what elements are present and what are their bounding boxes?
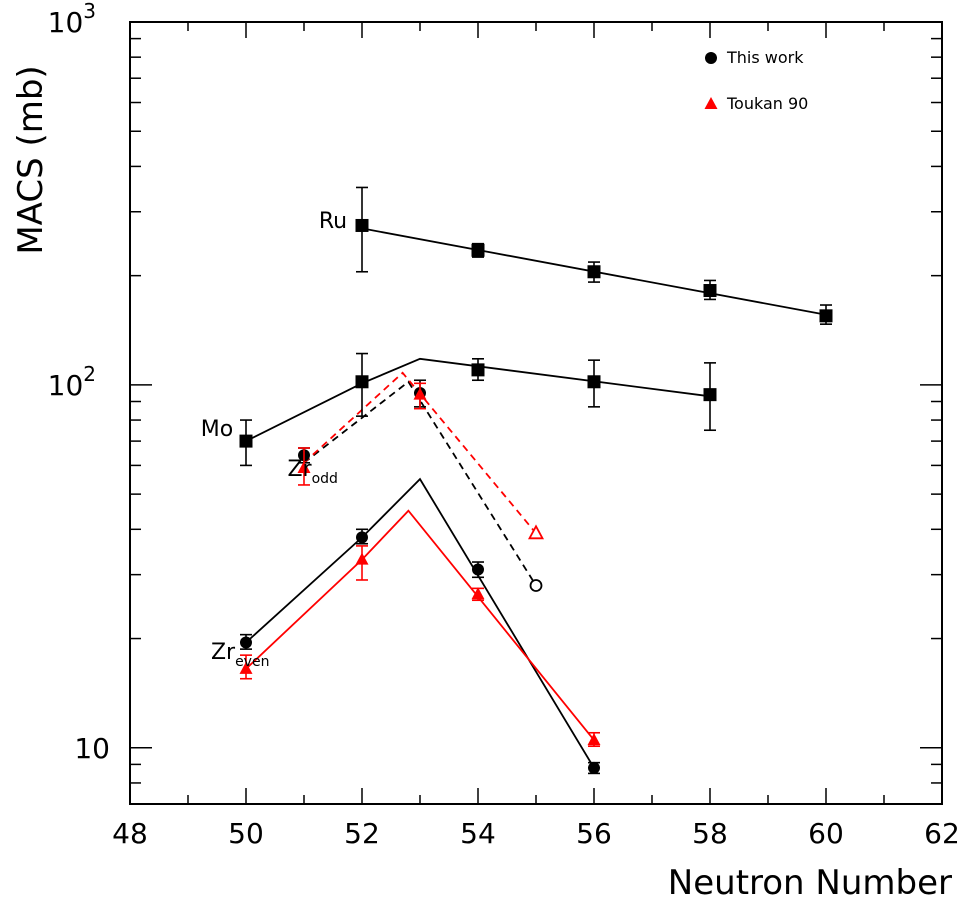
x-tick-label: 60 (808, 817, 844, 850)
data-points (239, 186, 833, 775)
zr-even-this-work-fit (245, 477, 595, 769)
data-point (471, 363, 485, 377)
legend-label: This work (726, 48, 804, 67)
series-zr-even-this-work (240, 528, 600, 775)
data-point (239, 434, 253, 448)
data-point (587, 265, 601, 279)
x-tick-label: 48 (112, 817, 148, 850)
data-point (819, 309, 833, 323)
y-tick-label: 103 (48, 0, 96, 39)
legend-label: Toukan 90 (726, 94, 808, 113)
data-point (240, 636, 252, 649)
y-tick-label: 102 (48, 362, 96, 402)
curve-label: Zreven (211, 640, 270, 670)
zr-odd-toukan-fit (303, 371, 537, 534)
y-tick-label: 10 (74, 732, 110, 765)
series-zr-odd-toukan (297, 382, 427, 486)
data-point (703, 388, 717, 402)
data-point (527, 524, 545, 540)
data-point (297, 461, 311, 474)
data-point (355, 375, 369, 389)
series-ru (355, 186, 833, 325)
data-point (471, 243, 485, 257)
y-axis-title: MACS (mb) (11, 65, 51, 254)
data-point (471, 587, 485, 600)
x-tick-label: 56 (576, 817, 612, 850)
series-zr-odd-toukan-calc (527, 524, 545, 540)
plot-frame (129, 21, 943, 805)
axes: 48 50 52 54 56 58 60 62 10 102 103 (48, 0, 960, 850)
curve-labels: Ru Mo Zrodd Zreven (201, 209, 347, 670)
curve-label: Zrodd (287, 457, 337, 487)
series-zr-odd-this-work-calc (529, 579, 543, 592)
zr-even-toukan-fit (245, 509, 595, 741)
data-point (239, 661, 253, 674)
x-tick-label: 54 (460, 817, 496, 850)
series-zr-even-toukan (239, 545, 601, 748)
data-point (587, 733, 601, 746)
x-tick-label: 52 (344, 817, 380, 850)
data-point (356, 531, 368, 544)
data-point (587, 375, 601, 389)
x-axis-title: Neutron Number (668, 863, 952, 903)
legend-marker (704, 97, 718, 109)
x-tick-label: 58 (692, 817, 728, 850)
x-tick-label: 50 (228, 817, 264, 850)
curve-label: Mo (201, 417, 233, 442)
curve-label: Ru (319, 209, 347, 234)
legend: This work Toukan 90 (704, 48, 808, 113)
data-point (413, 387, 427, 400)
mo-fit (245, 357, 711, 442)
series-mo (239, 352, 717, 467)
data-point (472, 563, 484, 576)
data-point (529, 579, 543, 592)
fit-lines (245, 227, 827, 769)
zr-odd-this-work-fit (303, 380, 537, 586)
x-tick-label: 62 (924, 817, 960, 850)
data-point (588, 761, 600, 774)
data-point (355, 552, 369, 565)
data-point (355, 218, 369, 232)
legend-marker (705, 52, 717, 64)
data-point (703, 284, 717, 298)
